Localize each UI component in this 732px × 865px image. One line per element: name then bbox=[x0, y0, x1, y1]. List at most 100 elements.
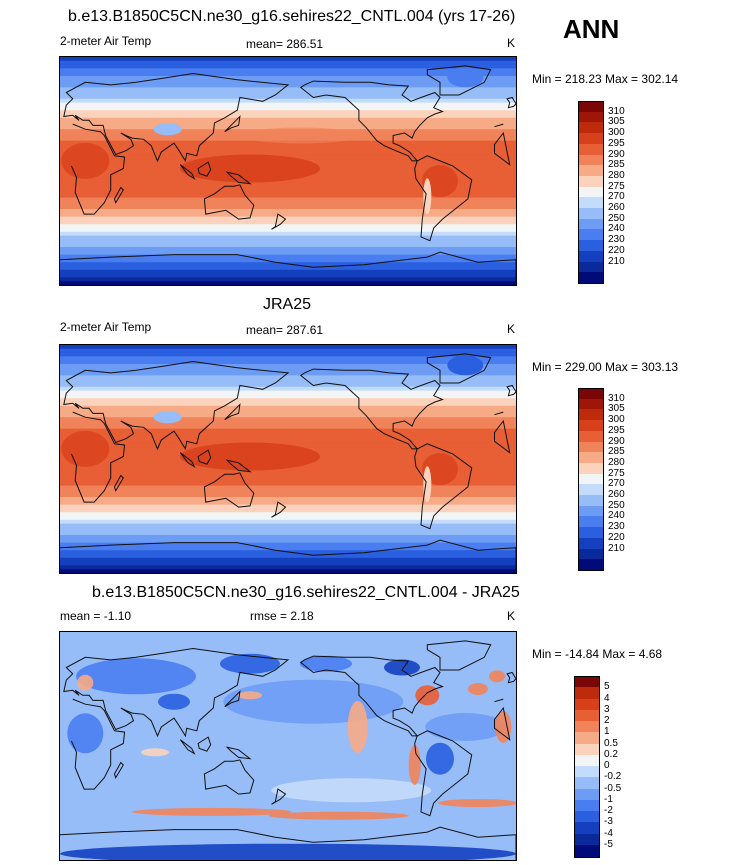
colorbar-tick-label: 280 bbox=[608, 169, 625, 181]
colorbar-tick-label: 305 bbox=[608, 403, 625, 415]
diff-cold-region bbox=[142, 742, 282, 775]
greenland-cold bbox=[447, 67, 484, 88]
colorbar-swatch bbox=[578, 229, 604, 241]
temp-band bbox=[60, 239, 516, 244]
colorbar-swatch bbox=[578, 484, 604, 496]
temp-band bbox=[60, 197, 516, 202]
coastline-nz bbox=[271, 213, 287, 230]
temp-band bbox=[60, 474, 516, 479]
panel3-map-svg bbox=[60, 632, 516, 860]
temp-band bbox=[60, 345, 516, 350]
colorbar-swatch bbox=[578, 559, 604, 572]
diff-cold-region bbox=[300, 655, 352, 672]
colorbar-tick-label: 300 bbox=[608, 127, 625, 139]
colorbar-swatch bbox=[574, 844, 600, 858]
coastline-eurasia bbox=[63, 647, 290, 738]
temp-band bbox=[60, 178, 516, 183]
colorbar-swatch bbox=[578, 218, 604, 230]
diff-cold-region bbox=[271, 778, 432, 803]
diff-cold-region bbox=[426, 742, 454, 775]
colorbar-swatch bbox=[578, 462, 604, 475]
colorbar-tick-label: 2 bbox=[604, 715, 610, 726]
colorbar-swatch bbox=[574, 777, 600, 789]
colorbar-swatch bbox=[578, 261, 604, 273]
panel1-minmax: Min = 218.23 Max = 302.14 bbox=[532, 72, 679, 86]
greenland-cold bbox=[447, 355, 484, 376]
coastline-madagascar bbox=[113, 186, 124, 204]
temp-band bbox=[60, 424, 516, 430]
temp-band bbox=[60, 102, 516, 107]
coastline-antarctica bbox=[60, 539, 516, 573]
colorbar-swatch bbox=[578, 527, 604, 539]
temp-band bbox=[60, 228, 516, 233]
temp-band bbox=[60, 117, 516, 123]
panel3-bands bbox=[60, 632, 516, 860]
colorbar-swatch bbox=[574, 743, 600, 756]
temp-band bbox=[60, 98, 516, 104]
colorbar-tick-label: 275 bbox=[608, 467, 625, 479]
temp-band bbox=[60, 371, 516, 376]
amazon-warm bbox=[422, 165, 458, 198]
diff-warm-region bbox=[132, 807, 292, 816]
colorbar-tick-label: 260 bbox=[608, 202, 625, 214]
coastline-japan bbox=[224, 690, 241, 708]
colorbar-tick-label: 285 bbox=[608, 446, 625, 458]
coastline-japan bbox=[224, 403, 241, 421]
temp-band bbox=[60, 421, 516, 426]
tibet-cold bbox=[153, 411, 182, 424]
colorbar-swatch bbox=[578, 272, 604, 285]
panel1-variable: 2-meter Air Temp bbox=[60, 34, 152, 48]
colorbar-tick-label: 3 bbox=[604, 703, 610, 715]
temp-band bbox=[60, 247, 516, 252]
colorbar-swatch bbox=[574, 822, 600, 834]
colorbar-swatch bbox=[574, 698, 600, 711]
panel2-variable: 2-meter Air Temp bbox=[60, 320, 152, 334]
coastline-namerica bbox=[299, 80, 444, 162]
coastline-australia bbox=[203, 759, 255, 795]
diff-warm-region bbox=[347, 701, 368, 753]
coastline-africa bbox=[70, 411, 511, 503]
coastline-sumatra bbox=[179, 164, 196, 180]
temp-band bbox=[60, 193, 516, 199]
temp-band bbox=[60, 512, 516, 517]
africa-warm bbox=[61, 430, 110, 467]
temp-band bbox=[60, 224, 516, 229]
africa-warm bbox=[61, 142, 110, 179]
diff-warm-region bbox=[438, 799, 516, 807]
temp-band bbox=[60, 83, 516, 88]
diff-cold-region bbox=[67, 713, 104, 754]
temp-band bbox=[60, 114, 516, 119]
temp-band bbox=[60, 144, 516, 149]
panel3-minmax: Min = -14.84 Max = 4.68 bbox=[532, 647, 663, 661]
colorbar-swatch bbox=[578, 516, 604, 528]
diff-warm-region bbox=[408, 745, 421, 785]
temp-band bbox=[60, 523, 516, 528]
temp-band bbox=[60, 258, 516, 263]
temp-band bbox=[60, 542, 516, 547]
panel1-colorbar: 310 305 300 295 290 285 280 275 270 260 250 240 230 2… bbox=[578, 101, 638, 285]
colorbar-swatch bbox=[574, 676, 600, 689]
pacific-cool bbox=[240, 127, 361, 144]
andes-cool bbox=[423, 178, 432, 215]
colorbar-tick-label: 250 bbox=[608, 499, 625, 511]
temp-band bbox=[60, 68, 516, 73]
coastline-greatbritain bbox=[506, 96, 516, 109]
colorbar-tick-label: 260 bbox=[608, 489, 625, 501]
panel2-bands bbox=[60, 345, 516, 573]
temp-band bbox=[60, 383, 516, 388]
diff-cold-region bbox=[425, 713, 506, 741]
colorbar-tick-label: -0.2 bbox=[604, 771, 622, 783]
colorbar-tick-label: 270 bbox=[608, 191, 625, 203]
panel2-map bbox=[59, 344, 517, 574]
panel1-title: b.e13.B1850C5CN.ne30_g16.sehires22_CNTL.… bbox=[68, 8, 516, 25]
colorbar-tick-label: -3 bbox=[604, 816, 613, 828]
colorbar-swatch bbox=[578, 388, 604, 401]
temp-band bbox=[60, 72, 516, 77]
colorbar-tick-label: -2 bbox=[604, 805, 613, 816]
temp-band bbox=[60, 379, 516, 384]
temp-band bbox=[60, 356, 516, 361]
colorbar-swatch bbox=[574, 721, 600, 733]
temp-band bbox=[60, 489, 516, 494]
temp-band bbox=[60, 76, 516, 81]
diff-warm-region bbox=[468, 683, 488, 695]
